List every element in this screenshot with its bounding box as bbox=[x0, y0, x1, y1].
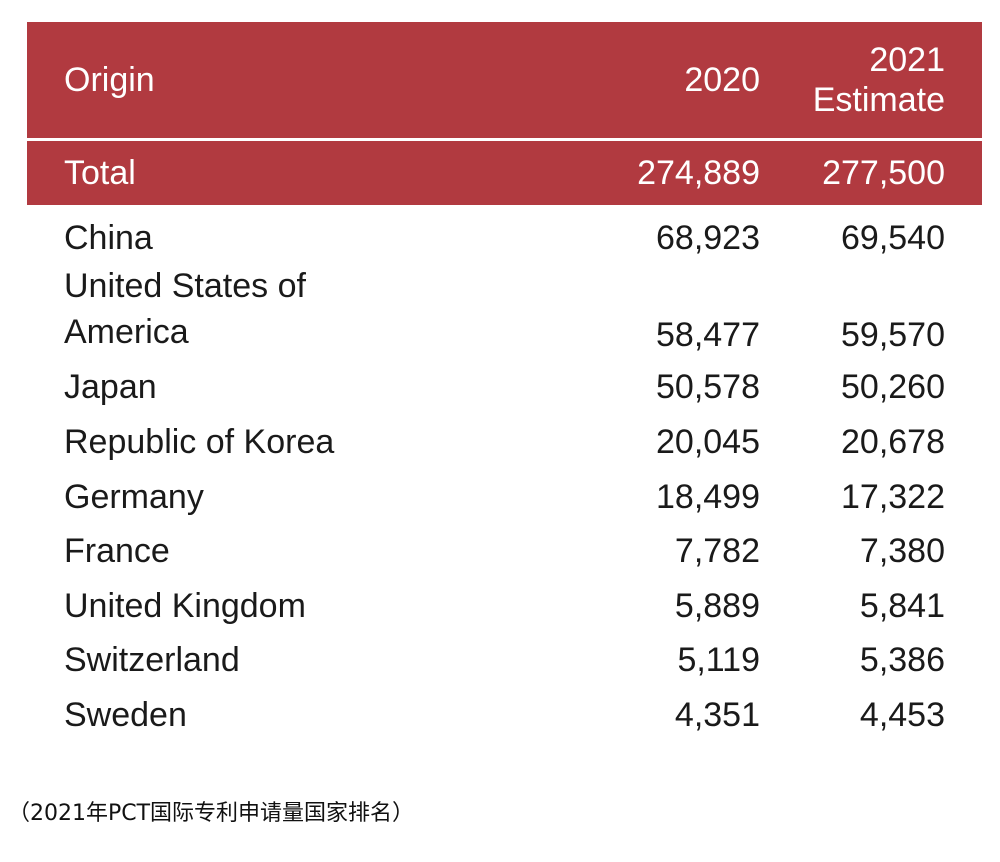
table-row: Republic of Korea 20,045 20,678 bbox=[27, 415, 982, 470]
row-2020: 20,045 bbox=[656, 422, 760, 461]
row-2020: 58,477 bbox=[656, 315, 760, 354]
header-2020: 2020 bbox=[684, 61, 760, 99]
row-2021: 69,540 bbox=[841, 218, 945, 257]
table-header-row: Origin 2020 2021 Estimate bbox=[27, 22, 982, 138]
row-origin: United Kingdom bbox=[64, 586, 306, 625]
table-row: Japan 50,578 50,260 bbox=[27, 361, 982, 416]
table-row: United States of America 58,477 59,570 bbox=[27, 266, 982, 361]
row-2021: 4,453 bbox=[859, 695, 945, 734]
header-origin: Origin bbox=[64, 61, 155, 99]
row-2021: 7,380 bbox=[859, 532, 945, 571]
row-origin: United States of America bbox=[27, 263, 460, 355]
header-2021-estimate: 2021 Estimate bbox=[760, 40, 982, 120]
row-2021: 5,841 bbox=[859, 586, 945, 625]
table-row: United Kingdom 5,889 5,841 bbox=[27, 579, 982, 634]
row-2021: 5,386 bbox=[859, 641, 945, 680]
row-2021: 59,570 bbox=[841, 315, 945, 354]
row-origin: Germany bbox=[64, 477, 204, 516]
table-caption: （2021年PCT国际专利申请量国家排名） bbox=[8, 801, 415, 826]
total-label: Total bbox=[64, 153, 136, 192]
pct-applications-table: Origin 2020 2021 Estimate Total 274,889 … bbox=[27, 22, 982, 743]
row-2020: 4,351 bbox=[674, 695, 760, 734]
total-row: Total 274,889 277,500 bbox=[27, 141, 982, 205]
row-2021: 17,322 bbox=[841, 477, 945, 516]
total-2021: 277,500 bbox=[822, 153, 945, 192]
header-2021-year: 2021 bbox=[869, 41, 945, 79]
header-divider bbox=[27, 138, 982, 141]
row-2021: 50,260 bbox=[841, 368, 945, 407]
table-row: Sweden 4,351 4,453 bbox=[27, 688, 982, 743]
row-origin: Republic of Korea bbox=[64, 422, 335, 461]
header-2021-label: Estimate bbox=[812, 81, 945, 119]
row-origin: Sweden bbox=[64, 695, 187, 734]
row-2020: 5,889 bbox=[674, 586, 760, 625]
table-row: Germany 18,499 17,322 bbox=[27, 470, 982, 525]
row-2021: 20,678 bbox=[841, 422, 945, 461]
row-2020: 5,119 bbox=[677, 641, 760, 680]
row-origin: Switzerland bbox=[64, 641, 240, 680]
table-row: Switzerland 5,119 5,386 bbox=[27, 634, 982, 689]
row-2020: 68,923 bbox=[656, 218, 760, 257]
table-row: China 68,923 69,540 bbox=[27, 211, 982, 266]
row-origin: France bbox=[64, 532, 170, 571]
row-origin: Japan bbox=[64, 368, 157, 407]
row-origin-text: United States of America bbox=[64, 266, 306, 351]
table-row: France 7,782 7,380 bbox=[27, 524, 982, 579]
row-2020: 18,499 bbox=[656, 477, 760, 516]
total-2020: 274,889 bbox=[637, 153, 760, 192]
row-2020: 7,782 bbox=[674, 532, 760, 571]
row-2020: 50,578 bbox=[656, 368, 760, 407]
row-origin: China bbox=[64, 218, 153, 257]
